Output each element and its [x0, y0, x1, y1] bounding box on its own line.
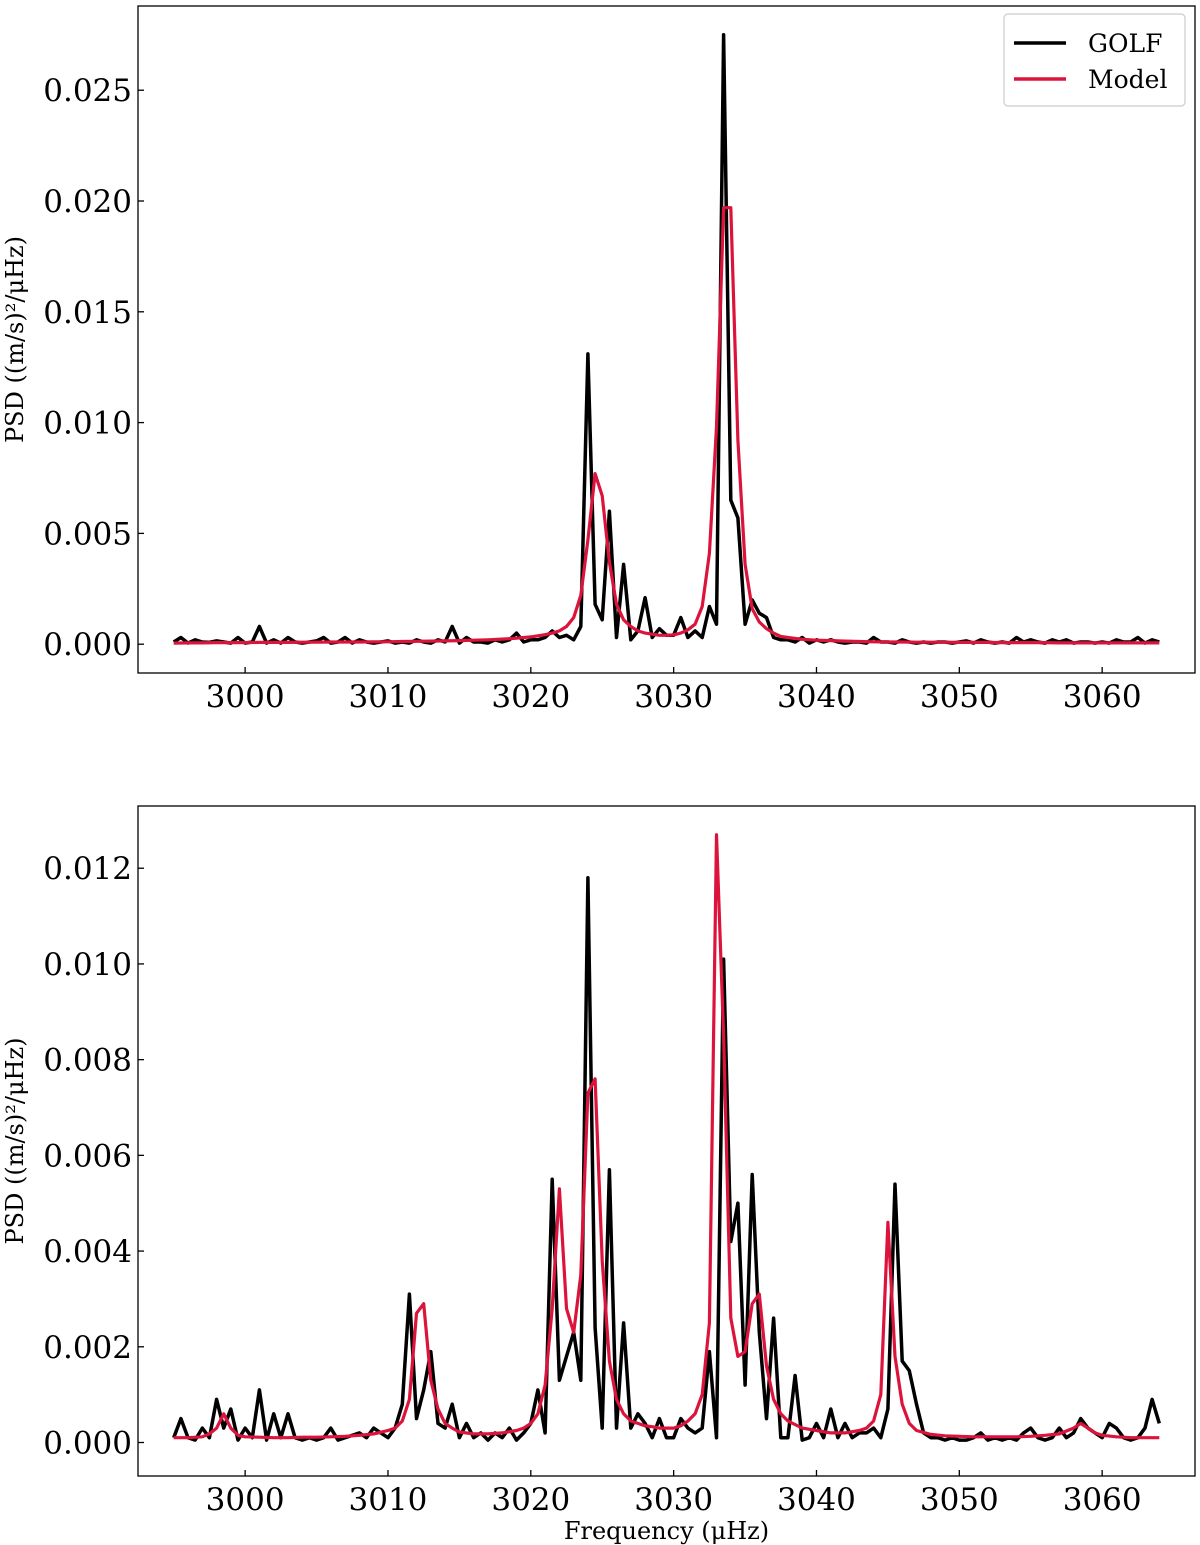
x-tick-label: 3060 — [1063, 679, 1142, 715]
golf-series-line — [172, 876, 1161, 1442]
x-tick-label: 3010 — [349, 679, 428, 715]
legend-label: GOLF — [1088, 29, 1162, 58]
legend-box — [1003, 13, 1186, 107]
y-tick-label: 0.008 — [43, 1043, 132, 1079]
x-tick-label: 3000 — [206, 1482, 285, 1518]
x-tick-label: 3040 — [777, 1482, 856, 1518]
y-tick-label: 0.005 — [43, 516, 132, 552]
y-tick-label: 0.010 — [43, 947, 132, 983]
x-tick-label: 3020 — [491, 679, 570, 715]
plot-frame — [137, 805, 1196, 1477]
x-tick-label: 3030 — [634, 1482, 713, 1518]
x-tick-label: 3010 — [349, 1482, 428, 1518]
x-axis-label: Frequency (μHz) — [564, 1517, 769, 1545]
y-tick-label: 0.025 — [43, 73, 132, 109]
x-tick-label: 3050 — [920, 679, 999, 715]
y-tick-label: 0.002 — [43, 1330, 132, 1366]
legend: GOLF Model — [1003, 13, 1186, 107]
x-tick-label: 3050 — [920, 1482, 999, 1518]
x-tick-label: 3020 — [491, 1482, 570, 1518]
y-tick-label: 0.015 — [43, 295, 132, 331]
model-series-line — [173, 206, 1160, 645]
y-axis-label: PSD ((m/s)²/μHz) — [1, 1038, 29, 1245]
x-tick-label: 3030 — [634, 679, 713, 715]
legend-label: Model — [1088, 65, 1167, 94]
y-tick-label: 0.000 — [43, 1426, 132, 1462]
y-tick-label: 0.012 — [43, 851, 132, 887]
bottom-panel: 3000 3010 3020 3030 3040 3050 3060 0.000 0.002 0.… — [1, 805, 1196, 1545]
top-panel: 3000 3010 3020 3030 3040 3050 3060 0.000 0.005 0.… — [1, 5, 1196, 715]
y-tick-label: 0.006 — [43, 1138, 132, 1174]
x-tick-label: 3060 — [1063, 1482, 1142, 1518]
y-tick-label: 0.020 — [43, 184, 132, 220]
model-series-line — [173, 833, 1160, 1440]
golf-series-line — [172, 33, 1160, 645]
y-tick-label: 0.004 — [43, 1234, 132, 1270]
y-tick-label: 0.010 — [43, 406, 132, 442]
x-tick-label: 3000 — [206, 679, 285, 715]
plot-frame — [137, 5, 1196, 674]
y-axis-label: PSD ((m/s)²/μHz) — [1, 236, 29, 443]
y-tick-label: 0.000 — [43, 627, 132, 663]
x-tick-label: 3040 — [777, 679, 856, 715]
